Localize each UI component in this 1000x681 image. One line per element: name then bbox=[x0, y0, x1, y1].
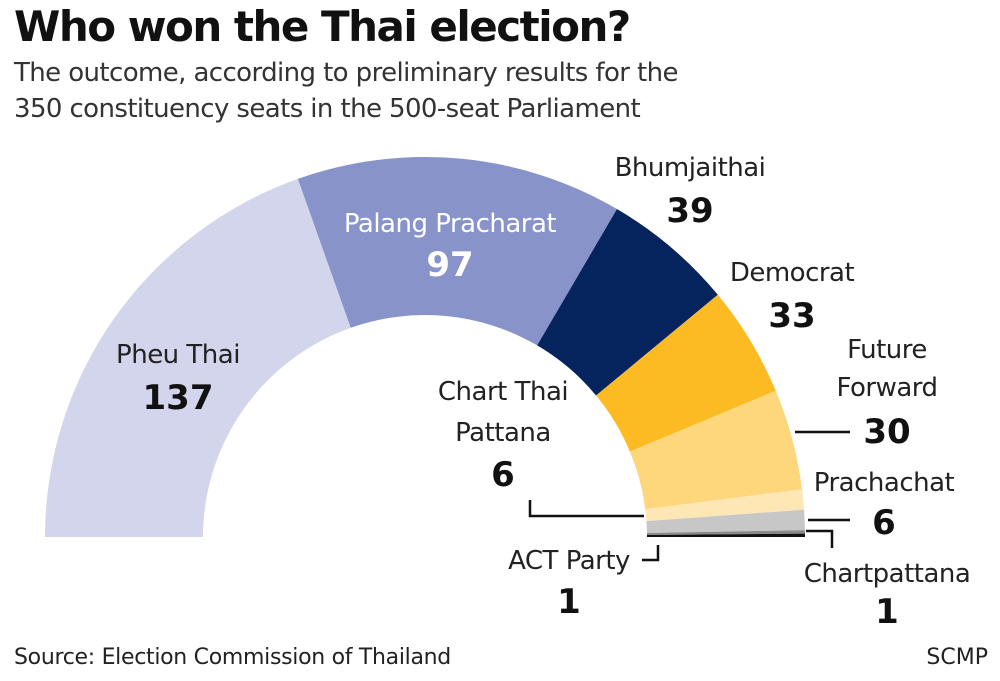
value-pheu-thai: 137 bbox=[143, 378, 214, 418]
label-act-party: ACT Party bbox=[508, 546, 630, 576]
slice-chartpattana bbox=[646, 530, 805, 536]
slice-bhumjaithai bbox=[537, 209, 718, 396]
chart-subtitle-line-1: The outcome, according to preliminary re… bbox=[14, 58, 678, 88]
credit-label: SCMP bbox=[926, 645, 988, 670]
slice-chart-thai-pattana bbox=[645, 489, 805, 522]
slice-democrat bbox=[596, 294, 776, 452]
value-chartpattana: 1 bbox=[875, 592, 899, 632]
leader-line-chartpattana bbox=[806, 529, 834, 548]
leader-lines-group bbox=[528, 430, 850, 562]
label-future-forward-line-2: Forward bbox=[836, 373, 937, 403]
label-democrat: Democrat bbox=[730, 258, 855, 288]
slice-prachachat bbox=[646, 509, 805, 534]
label-bhumjaithai: Bhumjaithai bbox=[615, 153, 766, 183]
source-note: Source: Election Commission of Thailand bbox=[14, 645, 451, 670]
value-democrat: 33 bbox=[768, 296, 815, 336]
value-act-party: 1 bbox=[557, 582, 581, 622]
chart-subtitle-line-2: 350 constituency seats in the 500-seat P… bbox=[14, 94, 641, 124]
value-chart-thai: 6 bbox=[491, 455, 515, 495]
value-bhumjaithai: 39 bbox=[666, 191, 713, 231]
slice-palang-pracharat bbox=[297, 157, 617, 346]
label-palang-pracharat: Palang Pracharat bbox=[344, 209, 557, 239]
slices-group bbox=[45, 157, 805, 537]
slice-future-forward bbox=[629, 390, 803, 510]
leader-line-chart-thai bbox=[528, 500, 644, 518]
label-chart-thai-line-1: Chart Thai bbox=[438, 377, 568, 407]
value-palang-pracharat: 97 bbox=[426, 245, 473, 285]
chart-title: Who won the Thai election? bbox=[14, 2, 631, 51]
label-pheu-thai: Pheu Thai bbox=[116, 340, 240, 370]
slice-pheu-thai bbox=[45, 178, 351, 537]
label-future-forward-line-1: Future bbox=[847, 335, 927, 365]
label-chartpattana: Chartpattana bbox=[804, 559, 971, 589]
value-future-forward: 30 bbox=[863, 412, 910, 452]
leader-line-act bbox=[642, 545, 660, 562]
label-chart-thai-line-2: Pattana bbox=[455, 418, 551, 448]
value-prachachat: 6 bbox=[872, 503, 896, 543]
label-prachachat: Prachachat bbox=[814, 468, 955, 498]
slice-act-party bbox=[646, 533, 805, 537]
